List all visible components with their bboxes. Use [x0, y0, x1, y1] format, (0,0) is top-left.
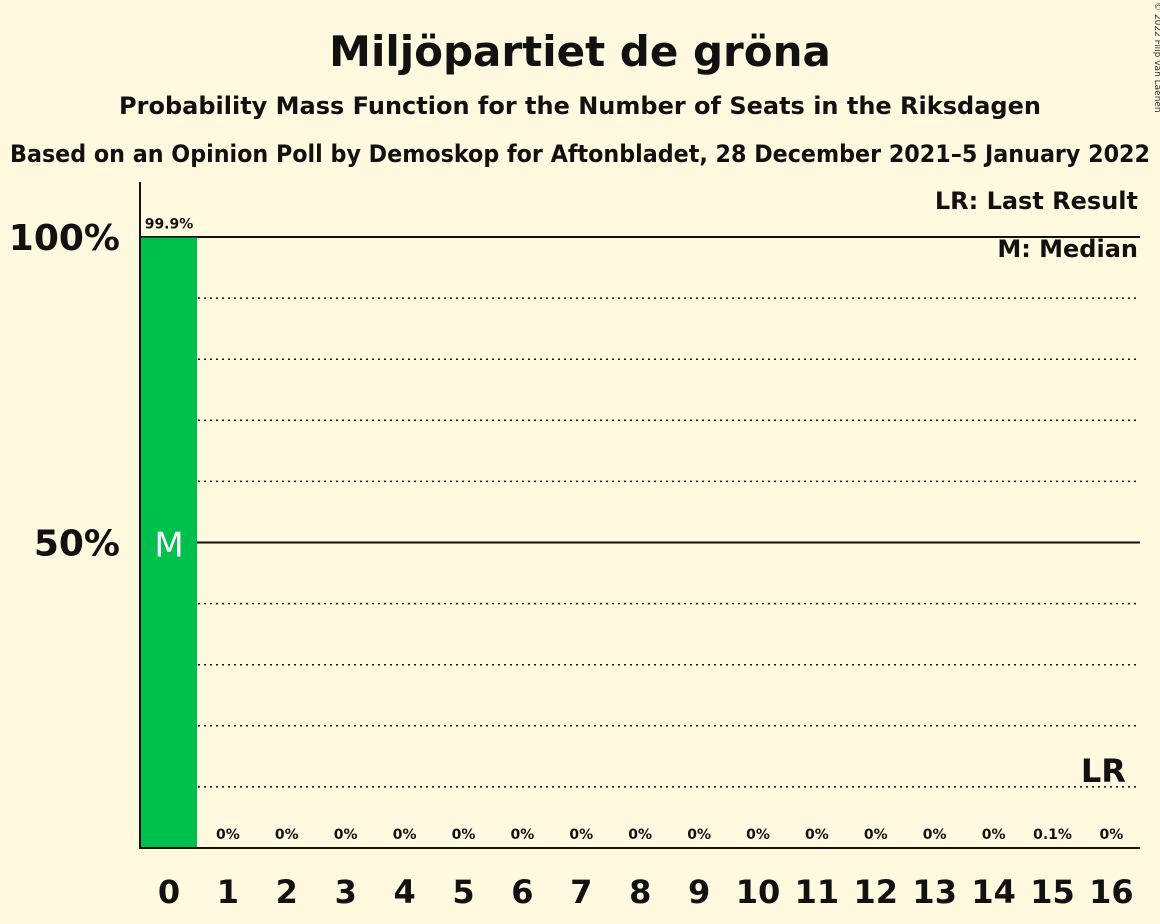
y-ticks: 100% 50%	[9, 218, 120, 565]
data-label-seat-16: 0%	[1100, 827, 1124, 843]
y-tick-label: 50%	[34, 524, 120, 565]
x-tick-label: 1	[217, 873, 239, 911]
data-label-seat-15: 0.1%	[1033, 827, 1072, 843]
last-result-marker: LR	[1081, 752, 1126, 790]
x-tick-label: 3	[335, 873, 357, 911]
x-tick-label: 8	[629, 873, 651, 911]
legend-last-result: LR: Last Result	[935, 187, 1138, 215]
x-tick-label: 2	[276, 873, 298, 911]
x-tick-label: 6	[511, 873, 533, 911]
gridlines	[140, 236, 1140, 788]
x-tick-label: 10	[736, 873, 781, 911]
data-label-seat-7: 0%	[569, 827, 593, 843]
y-tick-label: 100%	[9, 218, 120, 259]
data-label-seat-3: 0%	[334, 827, 358, 843]
data-label-seat-0: 99.9%	[145, 217, 194, 233]
median-marker: M	[154, 526, 183, 566]
data-label-seat-8: 0%	[628, 827, 652, 843]
data-label-seat-9: 0%	[687, 827, 711, 843]
data-label-seat-10: 0%	[746, 827, 770, 843]
data-label-seat-11: 0%	[805, 827, 829, 843]
copyright-text: © 2022 Filip van Laenen	[1152, 2, 1160, 113]
x-tick-label: 12	[854, 873, 899, 911]
x-tick-label: 5	[452, 873, 474, 911]
bar-seat-0	[141, 237, 197, 849]
x-tick-label: 7	[570, 873, 592, 911]
x-tick-label: 9	[688, 873, 710, 911]
data-labels: 99.9% M 0% 0% 0% 0% 0% 0% 0% 0% 0% 0% 0% 0% 0% 0% 0.1% 0%…	[145, 217, 1126, 843]
legend-median: M: Median	[997, 235, 1138, 263]
data-label-seat-5: 0%	[452, 827, 476, 843]
x-tick-label: 13	[912, 873, 957, 911]
x-tick-label: 15	[1030, 873, 1075, 911]
x-tick-label: 16	[1089, 873, 1134, 911]
data-label-seat-2: 0%	[275, 827, 299, 843]
data-label-seat-12: 0%	[864, 827, 888, 843]
data-label-seat-14: 0%	[982, 827, 1006, 843]
x-ticks: 0 1 2 3 4 5 6 7 8 9 10 11 12 13 14 15 16	[158, 873, 1134, 911]
chart-title: Miljöpartiet de gröna	[329, 27, 831, 76]
x-tick-label: 11	[795, 873, 840, 911]
x-tick-label: 4	[393, 873, 415, 911]
data-label-seat-4: 0%	[393, 827, 417, 843]
data-label-seat-13: 0%	[923, 827, 947, 843]
chart-subtitle: Probability Mass Function for the Number…	[119, 92, 1041, 120]
x-tick-label: 0	[158, 873, 180, 911]
chart-subtitle-2: Based on an Opinion Poll by Demoskop for…	[10, 140, 1150, 168]
data-label-seat-1: 0%	[216, 827, 240, 843]
x-tick-label: 14	[971, 873, 1016, 911]
bars	[141, 237, 1081, 849]
data-label-seat-6: 0%	[511, 827, 535, 843]
